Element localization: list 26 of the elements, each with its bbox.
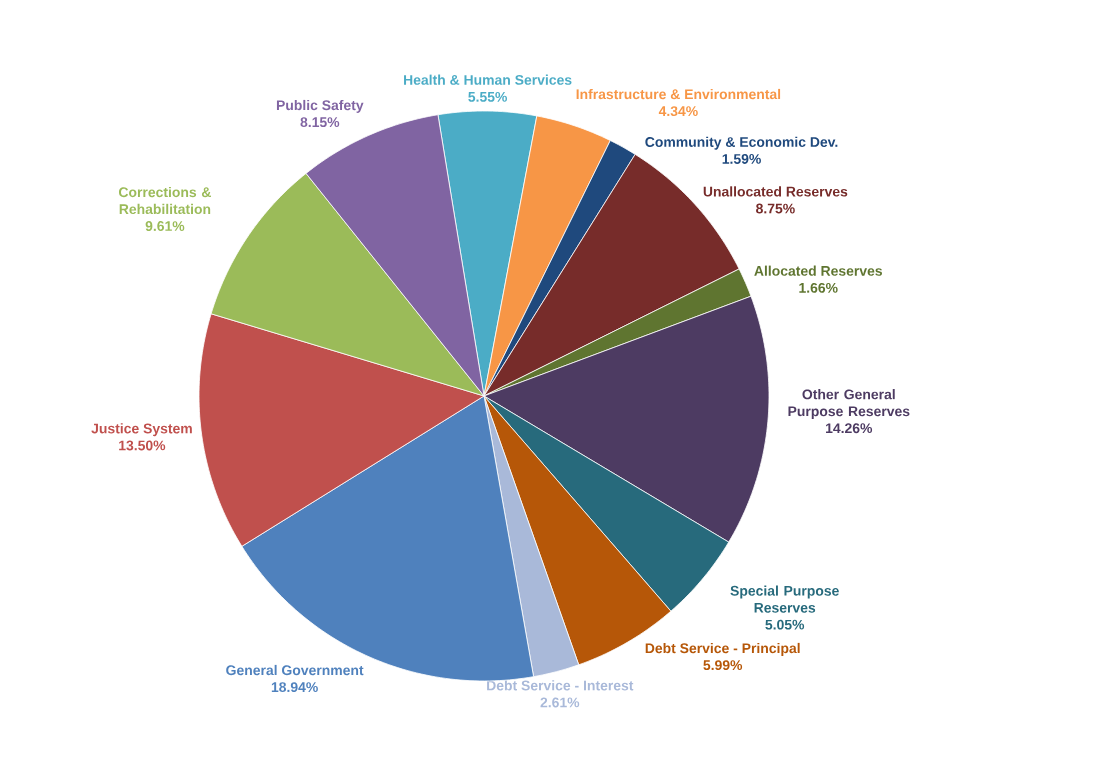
data-label: 8.75% — [756, 203, 795, 214]
slice-label: Public Safety — [276, 99, 364, 113]
data-label: 1.66% — [799, 282, 838, 293]
slice-label: Unallocated Reserves — [703, 186, 848, 197]
data-label: 1.59% — [722, 153, 761, 164]
data-label: 13.50% — [119, 440, 166, 451]
data-label: 14.26% — [826, 423, 873, 434]
data-label: 5.55% — [468, 91, 507, 102]
slice-label: Infrastructure & Environmental — [576, 88, 781, 100]
data-label: 4.34% — [658, 106, 698, 117]
slice-label: General Government — [226, 664, 364, 676]
data-label: 8.15% — [300, 117, 340, 128]
data-label: 2.61% — [540, 697, 580, 708]
data-label: 9.61% — [145, 221, 185, 231]
data-label: 5.99% — [703, 660, 743, 671]
slice-label: Debt Service - Principal — [645, 642, 800, 656]
slice-label: Special Purpose Reserves — [730, 585, 839, 613]
slice-label: Debt Service - Interest — [487, 680, 634, 691]
data-label: 18.94% — [271, 682, 318, 693]
slice-label: Other General Purpose Reserves — [788, 389, 910, 419]
data-label: 5.05% — [765, 619, 805, 630]
slice-label: Health & Human Services — [404, 74, 572, 85]
slice-label: Allocated Reserves — [754, 265, 882, 276]
slice-label: Justice System — [91, 423, 192, 437]
slice-label: Community & Economic Dev. — [645, 136, 838, 150]
slice-label: Corrections & Rehabilitation — [118, 186, 211, 215]
